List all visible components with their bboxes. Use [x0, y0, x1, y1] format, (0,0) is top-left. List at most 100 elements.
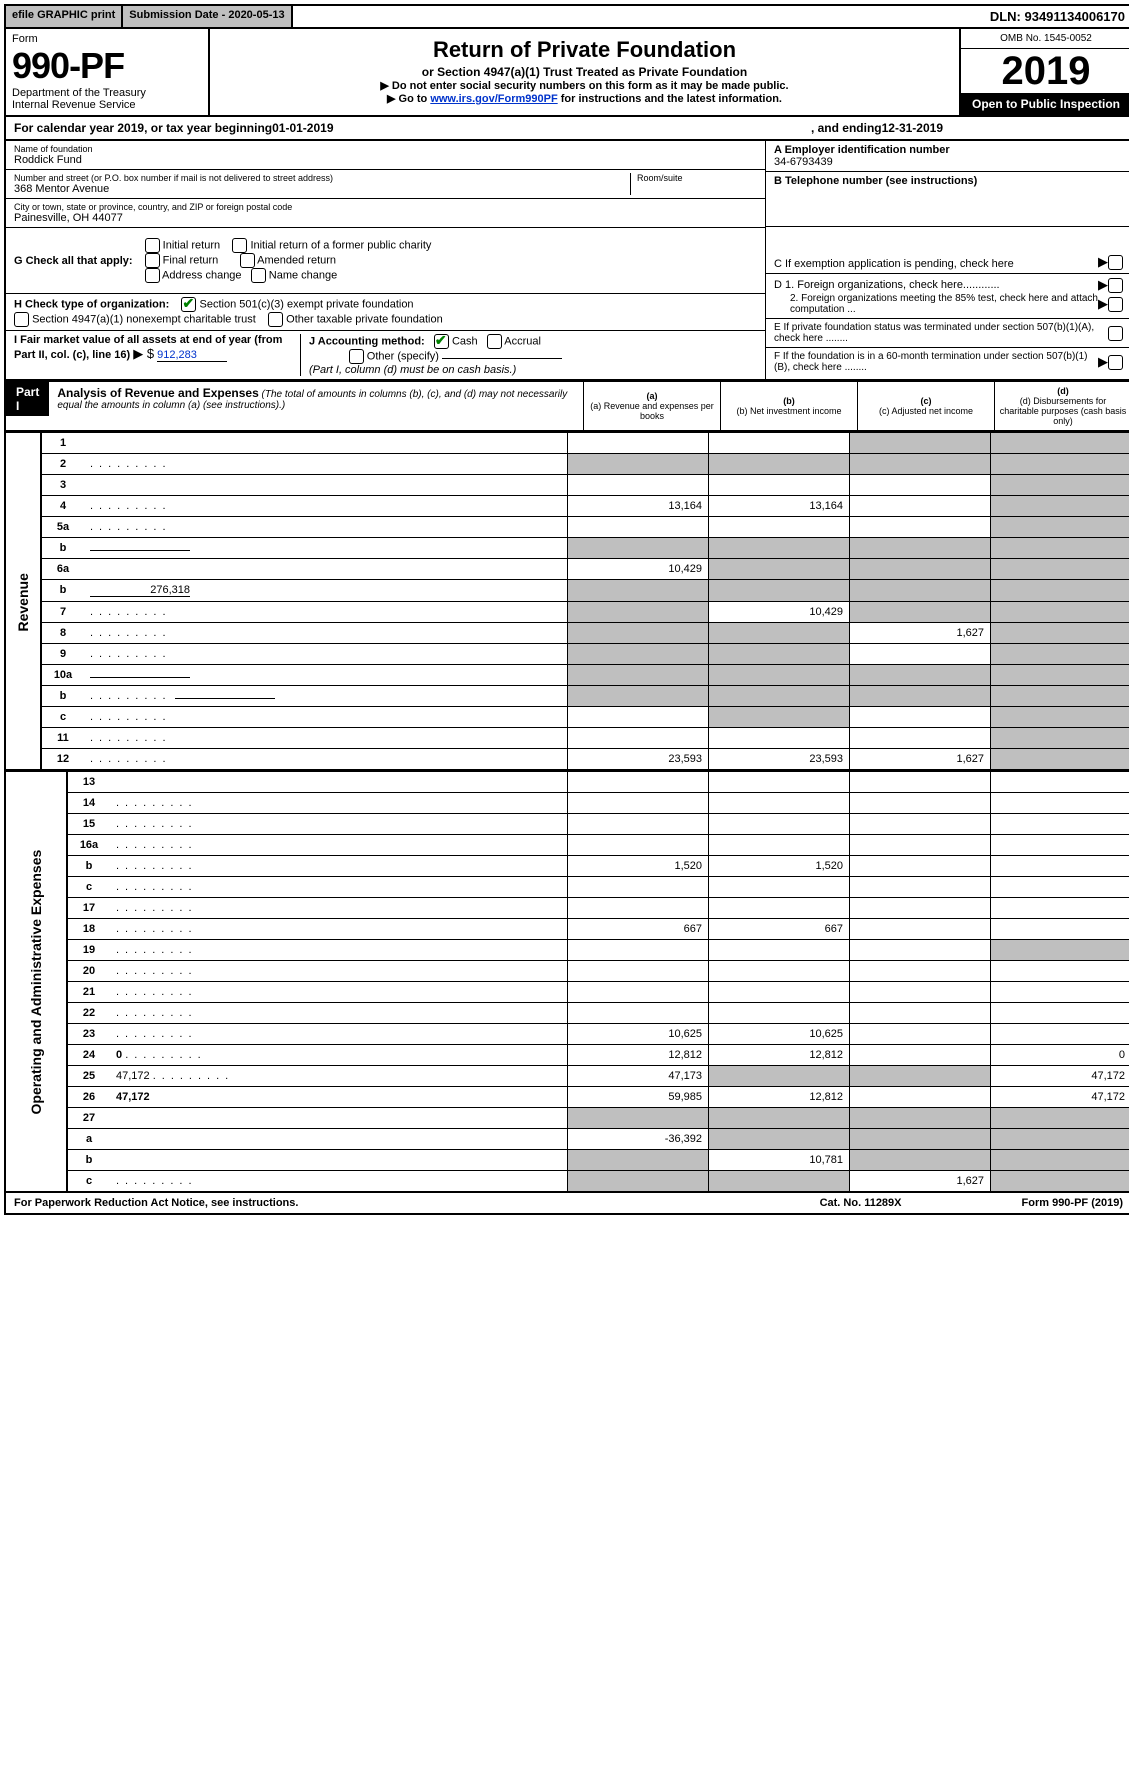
- form-note1: ▶ Do not enter social security numbers o…: [216, 79, 953, 92]
- cell-col-a: [568, 707, 709, 728]
- table-row: Operating and Administrative Expenses13: [5, 772, 1129, 793]
- note2-post: for instructions and the latest informat…: [558, 93, 782, 105]
- cell-col-d: [991, 538, 1129, 559]
- j-cash-checkbox[interactable]: [434, 334, 449, 349]
- cell-col-d: [991, 454, 1129, 475]
- cell-col-d: 0: [991, 1045, 1129, 1066]
- cell-col-a: 1,520: [568, 856, 709, 877]
- f-checkbox[interactable]: [1108, 355, 1123, 370]
- cell-col-a: [568, 602, 709, 623]
- e-checkbox[interactable]: [1108, 326, 1123, 341]
- initial-former-checkbox[interactable]: [232, 238, 247, 253]
- cell-col-b: 12,812: [709, 1045, 850, 1066]
- section-tab: Operating and Administrative Expenses: [5, 772, 67, 1193]
- omb-number: OMB No. 1545-0052: [961, 29, 1129, 49]
- j-accrual-checkbox[interactable]: [487, 334, 502, 349]
- table-row: 3: [5, 475, 1129, 496]
- address-change-checkbox[interactable]: [145, 268, 160, 283]
- cal-end: 12-31-2019: [882, 121, 943, 135]
- line-desc: .........: [110, 856, 568, 877]
- cell-col-a: 59,985: [568, 1087, 709, 1108]
- line-number: 7: [41, 602, 84, 623]
- cell-col-d: [991, 961, 1129, 982]
- table-row: 21 .........: [5, 982, 1129, 1003]
- dept-line2: Internal Revenue Service: [12, 99, 202, 111]
- cell-col-b: 10,781: [709, 1150, 850, 1171]
- cell-col-b: 12,812: [709, 1087, 850, 1108]
- cell-col-a: 12,812: [568, 1045, 709, 1066]
- cell-col-a: 667: [568, 919, 709, 940]
- cell-col-b: [709, 454, 850, 475]
- cell-col-b: [709, 772, 850, 793]
- g-initial: Initial return: [163, 239, 220, 251]
- cell-col-b: [709, 898, 850, 919]
- cell-col-d: [991, 517, 1129, 538]
- cell-col-d: [991, 559, 1129, 580]
- table-row: 18 .........667667: [5, 919, 1129, 940]
- h-other-checkbox[interactable]: [268, 312, 283, 327]
- line-number: 10a: [41, 665, 84, 686]
- cell-col-b: [709, 707, 850, 728]
- line-desc: .........: [84, 749, 568, 771]
- table-row: c .........: [5, 877, 1129, 898]
- irs-link[interactable]: www.irs.gov/Form990PF: [430, 93, 557, 105]
- table-row: 20 .........: [5, 961, 1129, 982]
- line-desc: [84, 433, 568, 454]
- cell-col-d: [991, 1171, 1129, 1193]
- line-desc: [110, 772, 568, 793]
- form-number: 990-PF: [12, 45, 202, 87]
- line-number: 13: [67, 772, 110, 793]
- city-label: City or town, state or province, country…: [14, 202, 757, 212]
- line-desc: .........: [84, 707, 568, 728]
- d2-checkbox[interactable]: [1108, 297, 1123, 312]
- cell-col-d: [991, 835, 1129, 856]
- cell-col-d: [991, 623, 1129, 644]
- g-label: G Check all that apply:: [14, 255, 133, 267]
- cell-col-b: 1,520: [709, 856, 850, 877]
- line-desc: [84, 475, 568, 496]
- line-number: 4: [41, 496, 84, 517]
- h-501c3-checkbox[interactable]: [181, 297, 196, 312]
- cell-col-b: [709, 961, 850, 982]
- g-name-change: Name change: [269, 269, 338, 281]
- h-opt1: Section 501(c)(3) exempt private foundat…: [200, 298, 414, 310]
- open-inspection: Open to Public Inspection: [961, 93, 1129, 115]
- h-4947-checkbox[interactable]: [14, 312, 29, 327]
- header-center: Return of Private Foundation or Section …: [210, 29, 959, 115]
- cell-col-c: [850, 1003, 991, 1024]
- line-number: 19: [67, 940, 110, 961]
- line-number: 1: [41, 433, 84, 454]
- cell-col-b: [709, 580, 850, 602]
- final-return-checkbox[interactable]: [145, 253, 160, 268]
- cell-col-d: [991, 707, 1129, 728]
- line-desc: [110, 1108, 568, 1129]
- cell-col-c: [850, 982, 991, 1003]
- j-other-checkbox[interactable]: [349, 349, 364, 364]
- calendar-year-row: For calendar year 2019, or tax year begi…: [4, 117, 1129, 139]
- c-checkbox[interactable]: [1108, 255, 1123, 270]
- amended-return-checkbox[interactable]: [240, 253, 255, 268]
- cell-col-b: 23,593: [709, 749, 850, 771]
- tel-row: B Telephone number (see instructions): [766, 172, 1129, 227]
- line-number: b: [67, 1150, 110, 1171]
- cell-col-d: [991, 475, 1129, 496]
- cell-col-c: [850, 856, 991, 877]
- table-row: 240 .........12,81212,8120: [5, 1045, 1129, 1066]
- name-change-checkbox[interactable]: [251, 268, 266, 283]
- cell-col-d: [991, 1024, 1129, 1045]
- line-desc: .........: [84, 517, 568, 538]
- d1-checkbox[interactable]: [1108, 278, 1123, 293]
- address: 368 Mentor Avenue: [14, 183, 630, 195]
- g-row: G Check all that apply: Initial return I…: [6, 228, 765, 294]
- cell-col-c: [850, 728, 991, 749]
- line-desc: .........: [110, 814, 568, 835]
- efile-print-button[interactable]: efile GRAPHIC print: [6, 6, 123, 27]
- part1-header: Part I Analysis of Revenue and Expenses …: [4, 381, 1129, 432]
- ein-row: A Employer identification number 34-6793…: [766, 141, 1129, 172]
- line-desc: .........: [110, 1024, 568, 1045]
- h-row: H Check type of organization: Section 50…: [6, 294, 765, 331]
- initial-return-checkbox[interactable]: [145, 238, 160, 253]
- line-number: 11: [41, 728, 84, 749]
- d1-label: D 1. Foreign organizations, check here..…: [774, 279, 1098, 291]
- line-desc: .........: [110, 1171, 568, 1193]
